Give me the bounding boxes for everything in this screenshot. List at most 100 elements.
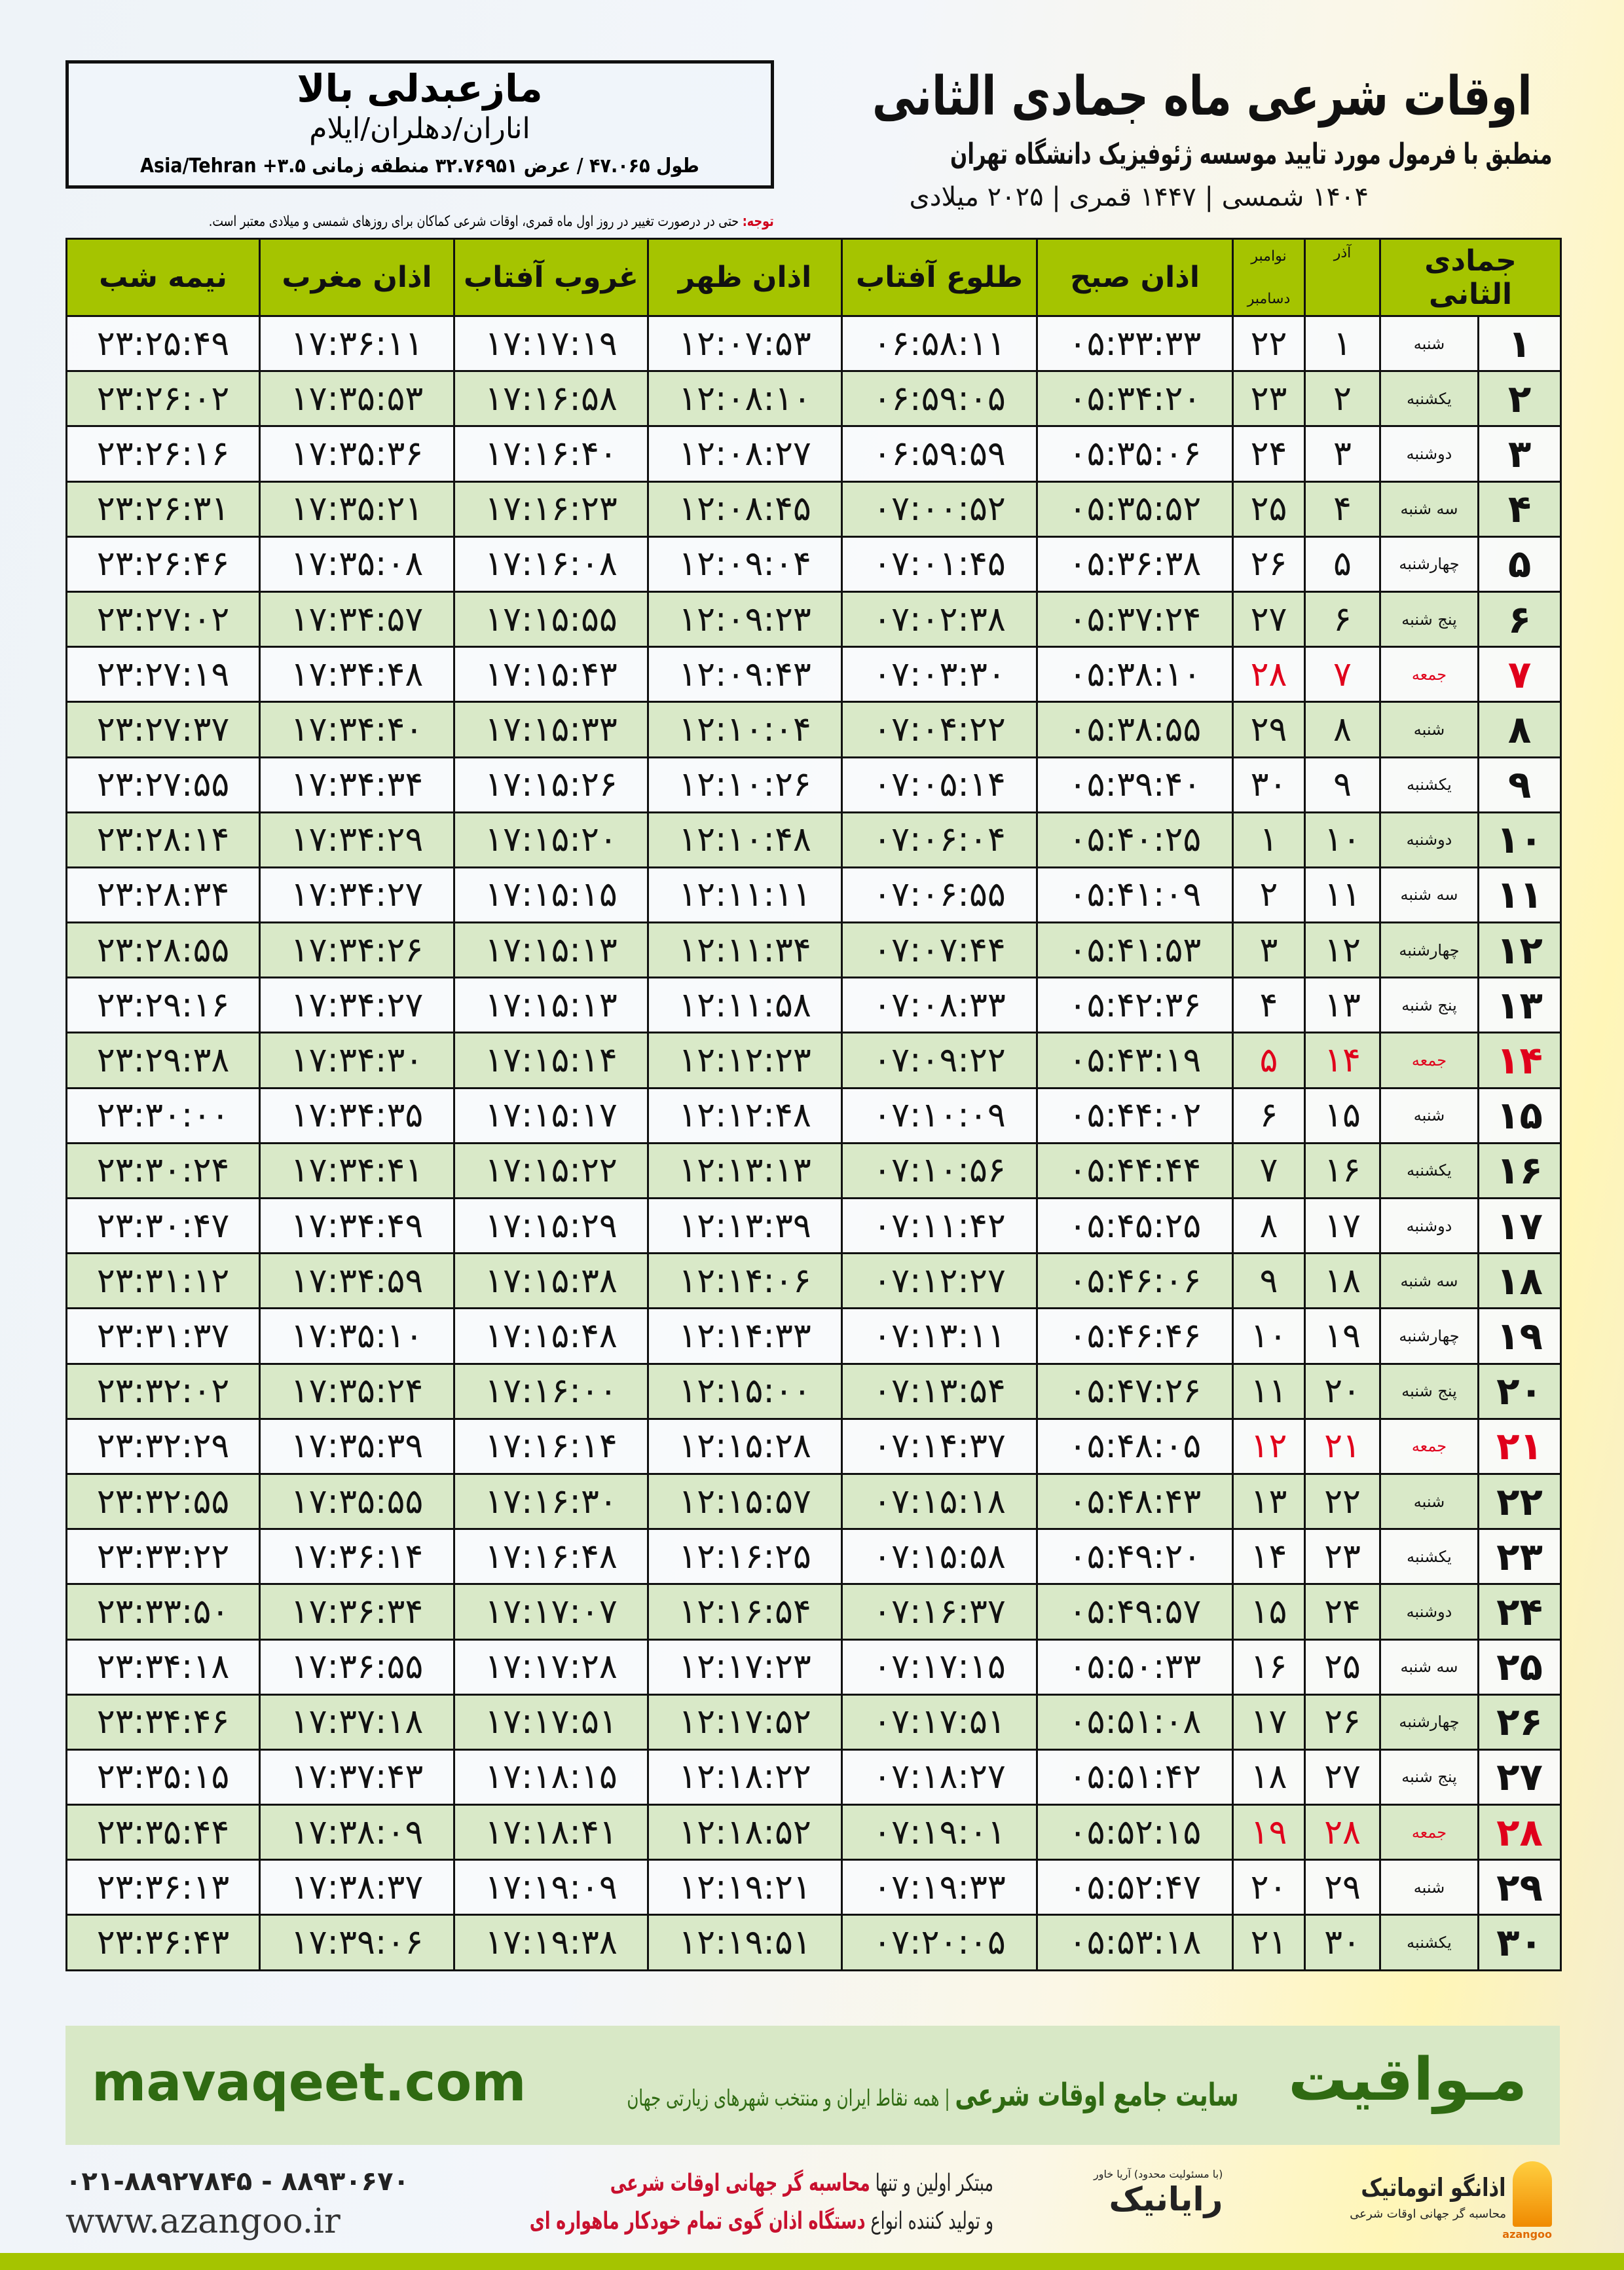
- cell-midnight: ۲۳:۲۶:۱۶: [65, 425, 261, 483]
- rayanik-name: رایانیک: [1109, 2180, 1223, 2218]
- cell-day: ۲۵: [1477, 1638, 1562, 1696]
- table-row: ۹ یکشنبه ۹ ۳۰ ۰۵:۳۹:۴۰ ۰۷:۰۵:۱۴ ۱۲:۱۰:۲۶ ۱۷:۱۵:…: [65, 756, 1562, 813]
- cell-gregorian-day: ۱۶: [1232, 1638, 1306, 1696]
- cell-fajr: ۰۵:۴۴:۰۲: [1036, 1087, 1234, 1144]
- cell-sunrise: ۰۷:۲۰:۰۵: [841, 1914, 1038, 1971]
- cell-dhuhr: ۱۲:۰۹:۴۳: [647, 646, 843, 703]
- cell-weekday: شنبه: [1378, 1087, 1480, 1144]
- cell-sunset: ۱۷:۱۵:۱۴: [453, 1032, 649, 1089]
- cell-maghrib: ۱۷:۳۷:۱۸: [259, 1693, 455, 1751]
- bottom-bar: [0, 2253, 1624, 2270]
- cell-sunset: ۱۷:۱۶:۱۴: [453, 1417, 649, 1475]
- cell-fajr: ۰۵:۳۹:۴۰: [1036, 756, 1234, 813]
- cell-azar-day: ۱۶: [1304, 1142, 1381, 1200]
- cell-fajr: ۰۵:۳۵:۰۶: [1036, 425, 1234, 483]
- cell-midnight: ۲۳:۳۱:۳۷: [65, 1307, 261, 1365]
- promo-2a: و تولید کننده انواع: [865, 2208, 993, 2235]
- cell-midnight: ۲۳:۲۹:۱۶: [65, 977, 261, 1034]
- azangoo-logo: اذانگو اتوماتیک محاسبه گر جهانی اوقات شر…: [1303, 2161, 1552, 2241]
- cell-fajr: ۰۵:۵۳:۱۸: [1036, 1914, 1234, 1971]
- year-line: ۱۴۰۴ شمسی | ۱۴۴۷ قمری | ۲۰۲۵ میلادی: [909, 182, 1369, 212]
- cell-gregorian-day: ۴: [1232, 977, 1306, 1034]
- table-row: ۲ یکشنبه ۲ ۲۳ ۰۵:۳۴:۲۰ ۰۶:۵۹:۰۵ ۱۲:۰۸:۱۰ ۱۷:۱۶:…: [65, 370, 1562, 428]
- cell-gregorian-day: ۲۱: [1232, 1914, 1306, 1971]
- cell-sunrise: ۰۷:۰۴:۲۲: [841, 701, 1038, 758]
- mosque-dome-icon: [1513, 2161, 1552, 2227]
- cell-fajr: ۰۵:۴۹:۵۷: [1036, 1583, 1234, 1641]
- cell-dhuhr: ۱۲:۱۱:۱۱: [647, 866, 843, 924]
- cell-day: ۱۹: [1477, 1307, 1562, 1365]
- cell-sunset: ۱۷:۱۵:۴۸: [453, 1307, 649, 1365]
- cell-azar-day: ۳۰: [1304, 1914, 1381, 1971]
- page-subtitle: منطبق با فرمول مورد تایید موسسه ژئوفیزیک…: [950, 138, 1552, 171]
- cell-fajr: ۰۵:۴۸:۴۳: [1036, 1472, 1234, 1531]
- cell-dhuhr: ۱۲:۱۰:۲۶: [647, 756, 843, 813]
- cell-midnight: ۲۳:۳۶:۴۳: [65, 1914, 261, 1971]
- cell-weekday: دوشنبه: [1378, 811, 1480, 868]
- promo-text: مبتکر اولین و تنها محاسبه گر جهانی اوقات…: [530, 2165, 1074, 2241]
- cell-fajr: ۰۵:۴۴:۴۴: [1036, 1142, 1234, 1200]
- cell-azar-day: ۱۳: [1304, 977, 1381, 1034]
- cell-gregorian-day: ۲۵: [1232, 480, 1306, 538]
- table-row: ۲۹ شنبه ۲۹ ۲۰ ۰۵:۵۲:۴۷ ۰۷:۱۹:۳۳ ۱۲:۱۹:۲۱ ۱۷:۱۹:…: [65, 1859, 1562, 1916]
- cell-azar-day: ۲۶: [1304, 1693, 1381, 1751]
- cell-sunset: ۱۷:۱۹:۳۸: [453, 1914, 649, 1971]
- cell-dhuhr: ۱۲:۱۱:۳۴: [647, 921, 843, 979]
- cell-dhuhr: ۱۲:۰۹:۰۴: [647, 535, 843, 593]
- cell-dhuhr: ۱۲:۱۳:۳۹: [647, 1197, 843, 1255]
- cell-midnight: ۲۳:۲۹:۳۸: [65, 1032, 261, 1089]
- cell-fajr: ۰۵:۴۱:۵۳: [1036, 921, 1234, 979]
- cell-maghrib: ۱۷:۳۴:۵۷: [259, 590, 455, 648]
- cell-sunset: ۱۷:۱۷:۵۱: [453, 1693, 649, 1751]
- cell-azar-day: ۲۰: [1304, 1362, 1381, 1420]
- cell-midnight: ۲۳:۳۴:۱۸: [65, 1638, 261, 1696]
- cell-azar-day: ۱۱: [1304, 866, 1381, 924]
- cell-maghrib: ۱۷:۳۴:۴۹: [259, 1197, 455, 1255]
- cell-weekday: سه شنبه: [1378, 1252, 1480, 1310]
- cell-fajr: ۰۵:۵۱:۴۲: [1036, 1748, 1234, 1806]
- cell-fajr: ۰۵:۳۸:۵۵: [1036, 701, 1234, 758]
- cell-sunrise: ۰۷:۰۵:۱۴: [841, 756, 1038, 813]
- cell-maghrib: ۱۷:۳۴:۴۱: [259, 1142, 455, 1200]
- cell-midnight: ۲۳:۲۸:۳۴: [65, 866, 261, 924]
- cell-fajr: ۰۵:۳۴:۲۰: [1036, 370, 1234, 428]
- cell-maghrib: ۱۷:۳۶:۵۵: [259, 1638, 455, 1696]
- cell-weekday: جمعه: [1378, 1804, 1480, 1861]
- cell-fajr: ۰۵:۴۹:۲۰: [1036, 1528, 1234, 1586]
- cell-sunrise: ۰۷:۱۶:۳۷: [841, 1583, 1038, 1641]
- cell-gregorian-day: ۱۱: [1232, 1362, 1306, 1420]
- cell-gregorian-day: ۱۲: [1232, 1417, 1306, 1475]
- cell-sunset: ۱۷:۱۸:۱۵: [453, 1748, 649, 1806]
- cell-weekday: جمعه: [1378, 1417, 1480, 1475]
- cell-weekday: شنبه: [1378, 1472, 1480, 1531]
- table-row: ۲۸ جمعه ۲۸ ۱۹ ۰۵:۵۲:۱۵ ۰۷:۱۹:۰۱ ۱۲:۱۸:۵۲ ۱۷:۱۸:…: [65, 1804, 1562, 1861]
- cell-maghrib: ۱۷:۳۴:۲۹: [259, 811, 455, 868]
- cell-sunset: ۱۷:۱۷:۲۸: [453, 1638, 649, 1696]
- cell-weekday: پنج شنبه: [1378, 1748, 1480, 1806]
- cell-azar-day: ۲۳: [1304, 1528, 1381, 1586]
- cell-maghrib: ۱۷:۳۴:۲۷: [259, 977, 455, 1034]
- table-row: ۱۶ یکشنبه ۱۶ ۷ ۰۵:۴۴:۴۴ ۰۷:۱۰:۵۶ ۱۲:۱۳:۱۳ ۱۷:۱۵…: [65, 1142, 1562, 1200]
- azangoo-website[interactable]: www.azangoo.ir: [65, 2202, 341, 2241]
- cell-weekday: سه شنبه: [1378, 1638, 1480, 1696]
- cell-midnight: ۲۳:۲۸:۱۴: [65, 811, 261, 868]
- cell-fajr: ۰۵:۴۸:۰۵: [1036, 1417, 1234, 1475]
- cell-sunset: ۱۷:۱۵:۲۶: [453, 756, 649, 813]
- cell-sunset: ۱۷:۱۶:۴۸: [453, 1528, 649, 1586]
- cell-gregorian-day: ۹: [1232, 1252, 1306, 1310]
- cell-gregorian-day: ۲۳: [1232, 370, 1306, 428]
- cell-dhuhr: ۱۲:۰۸:۲۷: [647, 425, 843, 483]
- cell-sunset: ۱۷:۱۵:۱۳: [453, 977, 649, 1034]
- cell-sunrise: ۰۷:۱۲:۲۷: [841, 1252, 1038, 1310]
- cell-midnight: ۲۳:۳۵:۴۴: [65, 1804, 261, 1861]
- cell-gregorian-day: ۲۲: [1232, 314, 1306, 373]
- cell-sunrise: ۰۷:۰۶:۵۵: [841, 866, 1038, 924]
- header-gregorian: نوامبر دسامبر: [1232, 238, 1306, 317]
- cell-maghrib: ۱۷:۳۵:۵۳: [259, 370, 455, 428]
- site-url[interactable]: mavaqeet.com: [92, 2052, 526, 2113]
- cell-dhuhr: ۱۲:۱۸:۲۲: [647, 1748, 843, 1806]
- cell-weekday: شنبه: [1378, 701, 1480, 758]
- phone-numbers: ۰۲۱-۸۸۹۲۷۸۴۵ - ۸۸۹۳۰۶۷۰: [65, 2167, 409, 2197]
- cell-fajr: ۰۵:۴۲:۳۶: [1036, 977, 1234, 1034]
- cell-sunset: ۱۷:۱۸:۴۱: [453, 1804, 649, 1861]
